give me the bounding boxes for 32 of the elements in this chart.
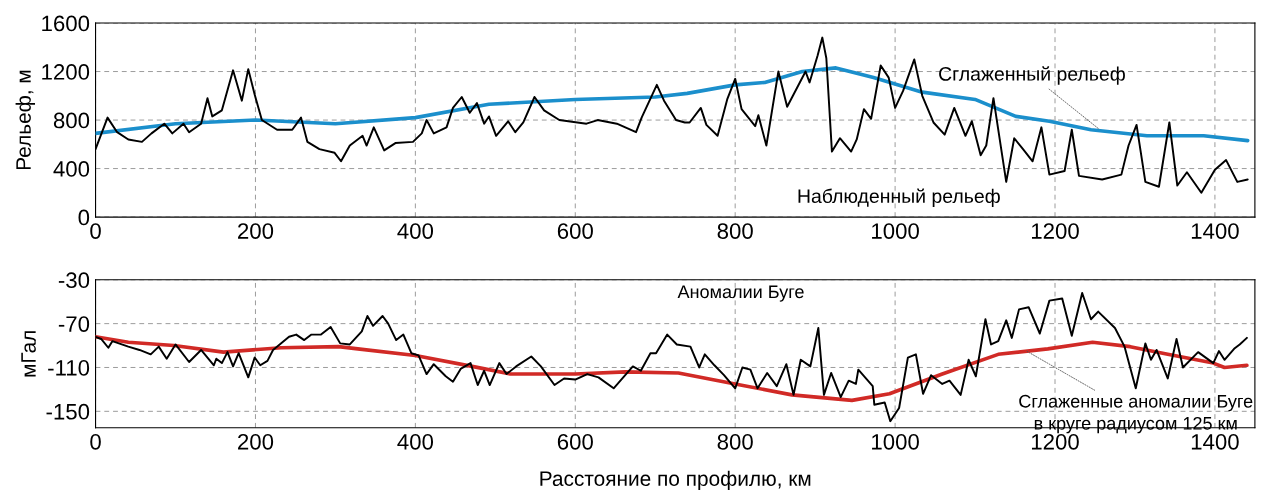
x-tick-label: 400	[397, 223, 434, 239]
y-axis-title: мГал	[21, 331, 36, 377]
y-tick-label: 1200	[42, 64, 90, 80]
annotation: Наблюденный рельеф	[798, 188, 1000, 207]
y-tick-label: 400	[53, 161, 90, 177]
annotation: Аномалии Буге	[677, 285, 804, 302]
y-tick-label: 0	[78, 209, 90, 226]
x-tick-label: 1200	[1031, 223, 1079, 239]
x-tick-label: 1400	[1191, 223, 1239, 239]
y-tick-label: 800	[53, 112, 90, 129]
y-tick-label: 1600	[42, 15, 90, 32]
x-tick-label: 200	[238, 433, 274, 450]
y-tick-label: -30	[58, 272, 90, 289]
x-tick-label: 0	[90, 223, 101, 239]
line-series	[95, 66, 1250, 143]
x-tick-label: 400	[397, 433, 434, 450]
annotation: Сглаженный рельеф	[939, 66, 1125, 85]
x-tick-label: 600	[557, 223, 593, 239]
x-tick-label: 0	[90, 433, 101, 450]
x-tick-label: 600	[557, 433, 593, 450]
x-tick-label: 1000	[872, 223, 919, 239]
x-axis-title: Расстояние по профилю, км	[540, 470, 811, 490]
x-tick-label: 800	[717, 223, 753, 239]
x-tick-label: 800	[717, 433, 753, 450]
y-tick-label: -70	[58, 316, 90, 332]
x-tick-label: 1400	[1191, 433, 1239, 450]
x-tick-label: 200	[238, 223, 274, 239]
x-tick-label: 1200	[1031, 433, 1079, 450]
y-tick-label: -150	[46, 403, 90, 420]
y-tick-label: -110	[48, 360, 90, 376]
y-axis-title: Рельеф, м	[15, 70, 36, 170]
x-tick-label: 1000	[872, 433, 919, 450]
